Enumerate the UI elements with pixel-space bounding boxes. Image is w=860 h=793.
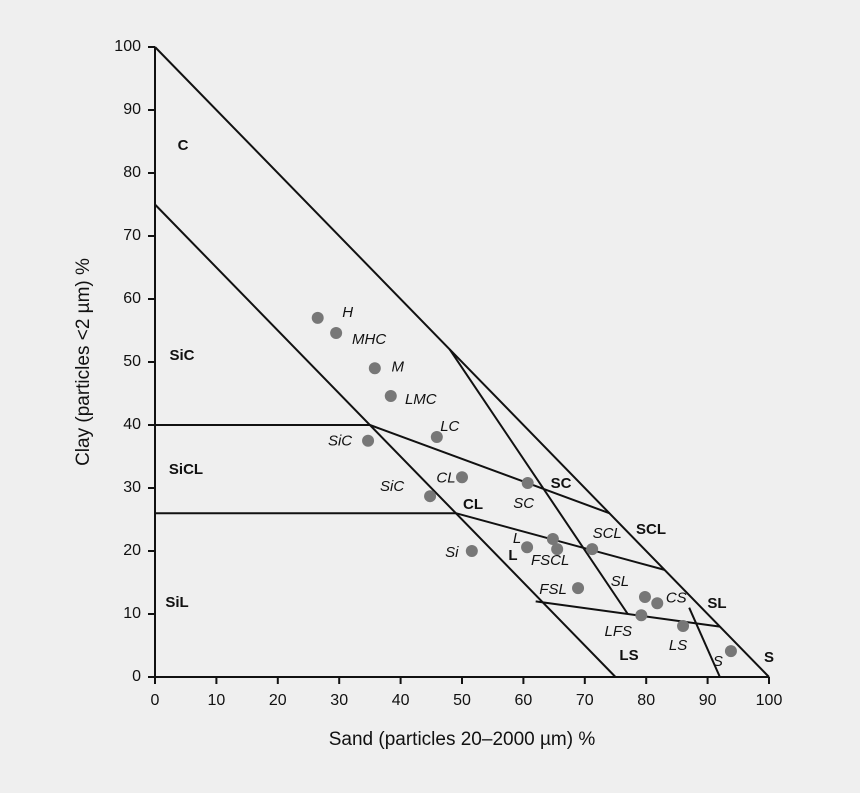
x-tick-label: 20 <box>269 692 287 709</box>
point <box>551 543 564 556</box>
point-label: S <box>713 653 723 670</box>
y-tick-label: 40 <box>123 416 141 433</box>
y-tick-label: 70 <box>123 227 141 244</box>
point <box>368 362 381 375</box>
point <box>330 327 343 340</box>
region-label: SiL <box>165 594 188 611</box>
point-label: SiC <box>328 433 352 450</box>
region-label: L <box>508 547 517 564</box>
point <box>430 430 443 443</box>
point-label: LMC <box>405 391 437 408</box>
boundary-line <box>154 46 770 678</box>
point-label: FSCL <box>531 552 569 569</box>
region-label: CL <box>463 496 483 513</box>
point-label: L <box>513 530 521 547</box>
point-label: LS <box>669 637 687 654</box>
point-label: M <box>392 358 405 375</box>
y-tick-label: 80 <box>123 164 141 181</box>
x-tick-label: 60 <box>515 692 533 709</box>
point-label: FSL <box>539 581 567 598</box>
region-label: LS <box>619 647 638 664</box>
boundary-line <box>154 203 617 678</box>
point <box>635 609 648 622</box>
boundary-line <box>369 424 610 515</box>
y-tick-label: 20 <box>123 542 141 559</box>
point <box>362 434 375 447</box>
point-label: LC <box>440 418 459 435</box>
x-tick-label: 100 <box>756 692 783 709</box>
region-label: S <box>764 649 774 666</box>
point-label: MHC <box>352 331 386 348</box>
y-tick-label: 0 <box>132 668 141 685</box>
x-tick-label: 0 <box>151 692 160 709</box>
region-label: C <box>178 137 189 154</box>
point-label: Si <box>445 544 459 561</box>
point-label: SCL <box>593 525 622 542</box>
region-label: SL <box>707 595 726 612</box>
region-label: SiCL <box>169 461 203 478</box>
boundary-line <box>455 512 665 571</box>
x-tick-label: 70 <box>576 692 594 709</box>
x-tick-label: 50 <box>453 692 471 709</box>
point <box>311 311 324 324</box>
point <box>521 541 534 554</box>
point <box>638 590 651 603</box>
x-tick-label: 80 <box>637 692 655 709</box>
region-label: SCL <box>636 521 666 538</box>
boundary-line <box>688 607 721 678</box>
point-label: LFS <box>605 623 633 640</box>
y-tick-label: 100 <box>114 38 141 55</box>
point <box>572 582 585 595</box>
y-tick-label: 50 <box>123 353 141 370</box>
point-label: SL <box>611 573 629 590</box>
x-tick-label: 30 <box>330 692 348 709</box>
y-tick-label: 10 <box>123 605 141 622</box>
boundary-line <box>448 348 629 615</box>
y-axis-title: Clay (particles <2 µm) % <box>73 258 94 466</box>
point <box>546 533 559 546</box>
region-label: SC <box>551 475 572 492</box>
x-tick-label: 90 <box>699 692 717 709</box>
point <box>465 545 478 557</box>
point <box>521 476 534 489</box>
point <box>677 619 690 632</box>
x-axis-title: Sand (particles 20–2000 µm) % <box>329 729 596 750</box>
region-label: SiC <box>169 347 194 364</box>
point-label: SiC <box>380 478 404 495</box>
point <box>384 390 397 403</box>
y-tick-label: 90 <box>123 101 141 118</box>
y-tick-label: 60 <box>123 290 141 307</box>
point <box>424 490 437 503</box>
point <box>456 471 468 484</box>
point <box>651 597 664 610</box>
point-label: CS <box>666 589 687 606</box>
point <box>586 543 599 556</box>
point <box>724 645 737 658</box>
x-tick-label: 40 <box>392 692 410 709</box>
point-label: H <box>342 304 353 321</box>
point-label: CL <box>436 469 455 486</box>
x-tick-label: 10 <box>208 692 226 709</box>
point-label: SC <box>513 495 534 512</box>
y-tick-label: 30 <box>123 479 141 496</box>
